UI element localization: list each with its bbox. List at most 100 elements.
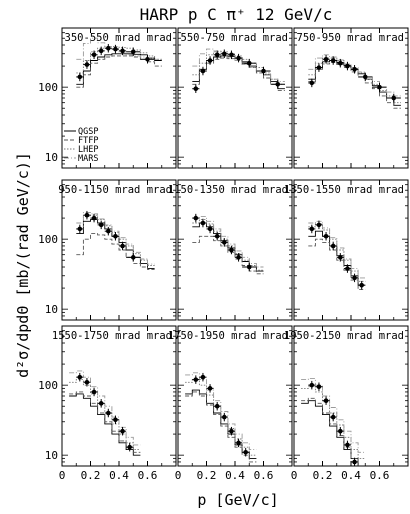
data-point xyxy=(84,212,90,218)
data-points xyxy=(76,372,134,452)
data-point xyxy=(323,57,329,62)
y-tick-label: 100 xyxy=(38,379,58,392)
x-tick-label: 0 xyxy=(59,469,66,482)
data-point xyxy=(309,80,315,86)
legend-label-ftfp: FTFP xyxy=(78,136,98,146)
data-point xyxy=(91,215,97,221)
data-point xyxy=(261,68,266,74)
data-point xyxy=(229,52,234,58)
data-point xyxy=(338,428,343,434)
panel-label: 1950-2150 mrad mrad xyxy=(284,330,404,342)
data-point xyxy=(77,374,83,380)
data-point xyxy=(352,459,357,465)
model-lhep-histogram xyxy=(185,379,257,456)
data-point xyxy=(91,52,97,58)
data-point xyxy=(330,414,336,420)
model-mars-histogram xyxy=(185,372,257,451)
data-point xyxy=(229,428,234,434)
model-histograms xyxy=(76,212,155,270)
data-point xyxy=(338,255,343,260)
data-point xyxy=(214,52,220,58)
model-lhep-histogram xyxy=(76,46,162,74)
data-point xyxy=(130,255,136,260)
y-tick-label: 100 xyxy=(38,81,58,94)
data-point xyxy=(316,222,322,228)
panel-9: 1950-2150 mrad mrad 0 0.2 0.4 0.6 xyxy=(284,325,409,482)
data-point xyxy=(77,74,83,80)
data-point xyxy=(113,233,118,239)
data-point xyxy=(243,449,248,455)
data-point xyxy=(352,275,357,281)
data-point xyxy=(84,62,90,67)
y-axis-label: d²σ/dpdΘ [mb/(rad GeV/c)] xyxy=(14,152,32,378)
legend-label-mars: MARS xyxy=(78,154,98,164)
x-axis-label: p [GeV/c] xyxy=(197,491,278,509)
legend-label-qgsp: QGSP xyxy=(78,127,98,137)
panel-4: 950-1150 mrad mrad 10 100 xyxy=(38,179,177,321)
data-point xyxy=(345,63,350,69)
data-point xyxy=(207,226,213,232)
model-ftfp-histogram xyxy=(76,233,155,270)
data-point xyxy=(193,86,199,92)
data-point xyxy=(345,266,350,271)
panel-frame xyxy=(61,325,177,467)
data-point xyxy=(359,282,364,288)
figure-title: HARP p C π⁺ 12 GeV/c xyxy=(140,5,333,24)
data-point xyxy=(127,444,132,450)
data-point xyxy=(207,58,213,63)
data-point xyxy=(77,226,83,232)
panel-7: 1550-1750 mrad mrad 10 100 0 0.2 0.4 0.6 xyxy=(38,325,177,482)
x-tick-label: 0 xyxy=(291,469,298,482)
data-point xyxy=(98,401,104,406)
model-mars-histogram xyxy=(301,377,366,453)
panel-label: 750-950 mrad mrad xyxy=(297,32,404,44)
data-point xyxy=(352,66,357,72)
data-point xyxy=(323,233,329,239)
panel-5: 1150-1350 mrad mrad xyxy=(168,179,293,321)
data-point xyxy=(275,81,281,87)
model-mars-histogram xyxy=(192,216,264,268)
panel-label: 950-1150 mrad mrad xyxy=(58,184,172,196)
data-point xyxy=(236,440,241,446)
data-point xyxy=(106,228,111,234)
data-points xyxy=(192,213,257,272)
data-point xyxy=(345,442,350,448)
data-point xyxy=(236,255,241,260)
data-point xyxy=(193,215,199,221)
data-point xyxy=(229,247,234,253)
panel-frame xyxy=(177,27,293,169)
model-histograms xyxy=(69,370,141,456)
data-point xyxy=(113,46,118,52)
data-point xyxy=(113,417,118,423)
data-point xyxy=(377,84,382,90)
data-points xyxy=(308,380,359,466)
model-lhep-histogram xyxy=(308,57,401,104)
model-lhep-histogram xyxy=(301,386,366,459)
data-point xyxy=(309,382,315,388)
panel-label: 1350-1550 mrad mrad xyxy=(284,184,404,196)
panel-frame xyxy=(293,179,409,321)
panel-grid: 350-550 mrad mrad10100QGSPFTFPLHEPMARS55… xyxy=(38,27,409,482)
y-tick-label: 10 xyxy=(45,303,58,316)
model-mars-histogram xyxy=(76,212,155,265)
data-point xyxy=(84,379,90,385)
model-ftfp-histogram xyxy=(76,55,162,88)
model-lhep-histogram xyxy=(192,51,285,85)
x-tick-label: 0.2 xyxy=(313,469,333,482)
x-tick-label: 0.4 xyxy=(109,469,129,482)
data-point xyxy=(338,60,343,66)
data-point xyxy=(316,384,322,390)
data-point xyxy=(330,58,336,63)
model-qgsp-histogram xyxy=(76,219,155,270)
model-ftfp-histogram xyxy=(69,391,141,453)
data-point xyxy=(200,374,206,380)
data-points xyxy=(308,220,366,290)
data-point xyxy=(323,398,329,403)
legend-label-lhep: LHEP xyxy=(78,145,98,155)
model-qgsp-histogram xyxy=(192,222,264,272)
data-point xyxy=(120,48,125,54)
model-ftfp-histogram xyxy=(185,391,257,463)
